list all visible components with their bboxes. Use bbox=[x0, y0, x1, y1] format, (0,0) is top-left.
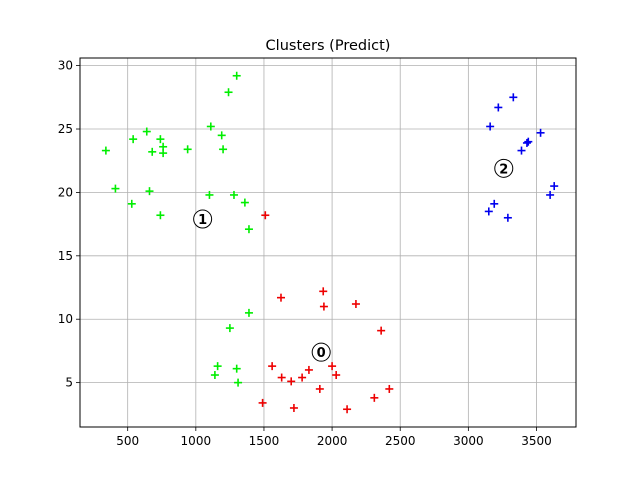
cluster-2-point bbox=[524, 137, 533, 146]
cluster-1-point bbox=[156, 211, 165, 220]
cluster-2-point bbox=[509, 93, 518, 102]
x-tick-label: 500 bbox=[116, 434, 139, 448]
cluster-2-point bbox=[546, 190, 555, 199]
cluster-1-point bbox=[210, 371, 219, 380]
cluster-1-point bbox=[234, 378, 243, 387]
x-tick-label: 1500 bbox=[249, 434, 280, 448]
cluster-1-point bbox=[159, 149, 168, 158]
cluster-center-0: 0 bbox=[311, 342, 331, 362]
center-circle bbox=[311, 342, 331, 362]
cluster-1-point bbox=[101, 146, 110, 155]
cluster-1-point bbox=[224, 88, 233, 97]
center-circle bbox=[494, 158, 514, 178]
cluster-2-point bbox=[550, 182, 559, 191]
y-tick-label: 30 bbox=[58, 59, 73, 73]
cluster-1-point bbox=[213, 362, 222, 371]
cluster-2-point bbox=[490, 199, 499, 208]
center-label: 1 bbox=[198, 213, 207, 228]
grid-lines bbox=[80, 58, 576, 427]
cluster-0-point bbox=[377, 326, 386, 335]
cluster-0-point bbox=[298, 373, 307, 382]
cluster-1-point bbox=[129, 135, 138, 144]
cluster-center-2: 2 bbox=[494, 158, 514, 178]
x-tick-label: 1000 bbox=[181, 434, 212, 448]
x-tick-label: 2500 bbox=[385, 434, 416, 448]
cluster-2-point bbox=[484, 207, 493, 216]
cluster-0-point bbox=[319, 287, 328, 296]
y-tick-label: 20 bbox=[58, 185, 73, 199]
cluster-0-point bbox=[287, 377, 296, 386]
cluster-0-point bbox=[385, 384, 394, 393]
x-tick-label: 3500 bbox=[521, 434, 552, 448]
cluster-2-point bbox=[494, 103, 503, 112]
center-label: 2 bbox=[499, 162, 508, 177]
cluster-2-point bbox=[536, 128, 545, 137]
cluster-0-point bbox=[343, 405, 352, 414]
cluster-2-point bbox=[486, 122, 495, 131]
y-tick-label: 15 bbox=[58, 249, 73, 263]
center-circle bbox=[193, 209, 213, 229]
x-tick-label: 3000 bbox=[453, 434, 484, 448]
center-label: 0 bbox=[317, 346, 326, 361]
cluster-1-point bbox=[183, 145, 192, 154]
data-points bbox=[101, 71, 559, 414]
cluster-0-point bbox=[277, 373, 286, 382]
cluster-1-point bbox=[205, 190, 214, 199]
cluster-0-point bbox=[276, 293, 285, 302]
cluster-1-point bbox=[145, 187, 154, 196]
cluster-1-point bbox=[206, 122, 215, 131]
cluster-centers: 0 1 2 bbox=[193, 158, 514, 362]
cluster-0-point bbox=[315, 384, 324, 393]
cluster-1-point bbox=[217, 131, 226, 140]
cluster-1-point bbox=[111, 184, 120, 193]
cluster-0-point bbox=[289, 403, 298, 412]
cluster-0-point bbox=[370, 393, 379, 402]
cluster-1-point bbox=[232, 71, 241, 80]
cluster-0-point bbox=[258, 398, 267, 407]
plot-frame bbox=[79, 57, 577, 428]
cluster-1-point bbox=[244, 225, 253, 234]
chart-title: Clusters (Predict) bbox=[266, 38, 391, 54]
cluster-0-point bbox=[351, 300, 360, 308]
cluster-1-point bbox=[232, 364, 241, 373]
cluster-1-point bbox=[229, 190, 238, 199]
y-tick-label: 25 bbox=[58, 122, 73, 136]
cluster-2-point bbox=[522, 138, 531, 147]
cluster-center-1: 1 bbox=[193, 209, 213, 229]
cluster-1-point bbox=[142, 127, 151, 136]
cluster-0-point bbox=[304, 365, 313, 374]
cluster-1-point bbox=[219, 145, 228, 154]
cluster-0-point bbox=[268, 362, 277, 371]
cluster-0-point bbox=[319, 302, 328, 311]
y-tick-label: 10 bbox=[58, 312, 73, 326]
y-tick-label: 5 bbox=[65, 376, 73, 390]
cluster-0-point bbox=[261, 211, 270, 220]
cluster-0-point bbox=[332, 371, 341, 380]
cluster-1-point bbox=[244, 308, 253, 317]
x-tick-label: 2000 bbox=[317, 434, 348, 448]
cluster-1-point bbox=[156, 135, 165, 144]
cluster-1-point bbox=[127, 199, 136, 208]
cluster-0-point bbox=[328, 362, 337, 371]
cluster-2-point bbox=[517, 146, 526, 155]
cluster-1-point bbox=[225, 324, 234, 333]
cluster-1-point bbox=[240, 198, 249, 207]
cluster-2-point bbox=[503, 213, 512, 222]
cluster-1-point bbox=[148, 147, 157, 156]
